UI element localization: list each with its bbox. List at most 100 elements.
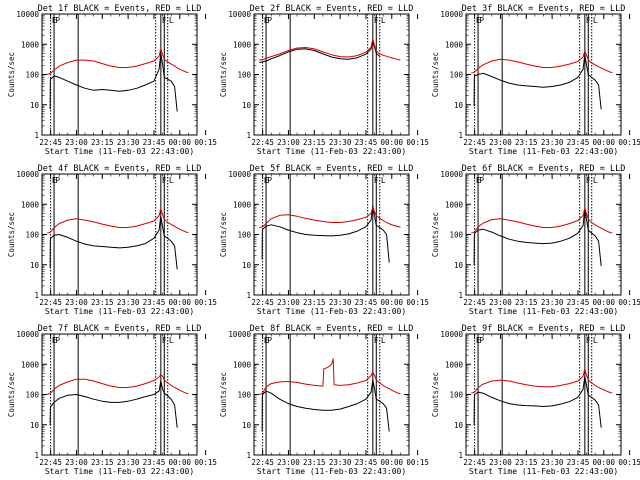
- x-tick-label: 22:45: [463, 138, 486, 147]
- x-tick-label: 00:00: [168, 138, 191, 147]
- y-tick-label: 1: [458, 291, 463, 300]
- x-tick-label: 00:15: [194, 298, 217, 307]
- interval-marker-l: L: [169, 336, 174, 345]
- detector-panel-2: Det 2f BLACK = Events, RED = LLD 1 10 100 10…: [219, 4, 429, 156]
- y-axis-label: Counts/sec: [7, 52, 16, 97]
- panel-title: Det 1f BLACK = Events, RED = LLD: [38, 4, 202, 14]
- x-tick-label: 23:45: [143, 298, 166, 307]
- detector-panel-1: Det 1f BLACK = Events, RED = LLD 1 10 100 10…: [7, 4, 217, 156]
- x-tick-label: 00:15: [406, 458, 429, 467]
- x-tick-label: 23:00: [65, 298, 88, 307]
- plot-frame: [465, 13, 622, 136]
- x-axis-label: Start Time (11-Feb-03 22:43:00): [257, 467, 406, 476]
- y-tick-label: 10000: [16, 10, 39, 19]
- interval-marker-e: E: [476, 16, 481, 25]
- plot-frame: [253, 173, 410, 296]
- y-tick-label: 100: [25, 71, 39, 80]
- interval-marker-l: L: [593, 16, 598, 25]
- interval-marker-p: P: [479, 176, 484, 185]
- events-series-line: [49, 380, 178, 428]
- x-axis-label: Start Time (11-Feb-03 22:43:00): [469, 307, 618, 316]
- interval-marker-l: L: [593, 336, 598, 345]
- y-tick-label: 100: [25, 391, 39, 400]
- interval-marker-p: P: [267, 16, 272, 25]
- y-tick-label: 1000: [445, 200, 464, 209]
- interval-marker-f: F: [586, 16, 591, 25]
- interval-marker-l: L: [169, 16, 174, 25]
- x-tick-label: 23:45: [567, 298, 590, 307]
- y-tick-label: 10: [30, 261, 40, 270]
- x-tick-label: 23:45: [567, 458, 590, 467]
- y-tick-label: 1: [458, 131, 463, 140]
- x-tick-label: 22:45: [251, 138, 274, 147]
- interval-marker-f: F: [374, 16, 379, 25]
- x-tick-label: 23:30: [329, 298, 352, 307]
- y-axis-label: Counts/sec: [431, 52, 440, 97]
- x-tick-label: 23:15: [91, 458, 114, 467]
- x-axis-label: Start Time (11-Feb-03 22:43:00): [469, 467, 618, 476]
- y-axis-label: Counts/sec: [7, 212, 16, 257]
- events-series-line: [473, 375, 602, 428]
- interval-marker-f: F: [586, 336, 591, 345]
- lld-series-line: [471, 50, 613, 74]
- x-tick-label: 00:00: [168, 298, 191, 307]
- x-tick-label: 00:15: [406, 138, 429, 147]
- plot-frame: [253, 333, 410, 456]
- x-tick-label: 22:45: [251, 298, 274, 307]
- x-tick-label: 00:15: [618, 298, 640, 307]
- y-tick-label: 1: [34, 131, 39, 140]
- x-tick-label: 23:30: [541, 298, 564, 307]
- y-tick-label: 100: [449, 71, 463, 80]
- x-tick-label: 22:45: [463, 458, 486, 467]
- interval-marker-f: F: [162, 16, 167, 25]
- panel-title: Det 8f BLACK = Events, RED = LLD: [250, 324, 414, 334]
- interval-marker-f: F: [586, 176, 591, 185]
- events-series-line: [473, 54, 602, 110]
- y-tick-label: 10000: [440, 10, 463, 19]
- y-tick-label: 10000: [440, 170, 463, 179]
- detector-panel-4: Det 4f BLACK = Events, RED = LLD 1 10 100 10…: [7, 164, 217, 316]
- panel-title: Det 4f BLACK = Events, RED = LLD: [38, 164, 202, 174]
- plot-frame: [465, 173, 622, 296]
- panel-title: Det 5f BLACK = Events, RED = LLD: [250, 164, 414, 174]
- x-axis-label: Start Time (11-Feb-03 22:43:00): [45, 307, 194, 316]
- x-tick-label: 23:00: [277, 138, 300, 147]
- panel-title: Det 2f BLACK = Events, RED = LLD: [250, 4, 414, 14]
- x-tick-label: 23:00: [65, 458, 88, 467]
- x-tick-label: 00:00: [380, 298, 403, 307]
- y-tick-label: 1: [246, 451, 251, 460]
- panel-title: Det 7f BLACK = Events, RED = LLD: [38, 324, 202, 334]
- events-series-line: [49, 52, 178, 112]
- interval-marker-f: F: [374, 336, 379, 345]
- y-tick-label: 100: [449, 391, 463, 400]
- y-tick-label: 100: [237, 71, 251, 80]
- y-tick-label: 1000: [445, 40, 464, 49]
- y-tick-label: 1: [246, 131, 251, 140]
- x-tick-label: 23:45: [567, 138, 590, 147]
- x-tick-label: 00:00: [592, 298, 615, 307]
- detector-panel-7: Det 7f BLACK = Events, RED = LLD 1 10 100 10…: [7, 324, 217, 476]
- x-tick-label: 23:00: [277, 458, 300, 467]
- x-tick-label: 00:00: [592, 458, 615, 467]
- interval-marker-e: E: [476, 336, 481, 345]
- y-tick-label: 10: [454, 421, 464, 430]
- y-axis-label: Counts/sec: [7, 372, 16, 417]
- x-tick-label: 23:45: [355, 298, 378, 307]
- x-tick-label: 23:15: [303, 458, 326, 467]
- y-tick-label: 1000: [21, 40, 40, 49]
- x-axis-label: Start Time (11-Feb-03 22:43:00): [257, 147, 406, 156]
- interval-marker-p: P: [479, 336, 484, 345]
- plot-frame: [253, 13, 410, 136]
- interval-marker-e: E: [476, 176, 481, 185]
- interval-marker-p: P: [55, 176, 60, 185]
- x-tick-label: 23:45: [355, 458, 378, 467]
- x-tick-label: 23:45: [355, 138, 378, 147]
- interval-marker-l: L: [381, 336, 386, 345]
- y-tick-label: 10000: [228, 10, 251, 19]
- y-tick-label: 10000: [228, 330, 251, 339]
- events-series-line: [261, 205, 390, 263]
- interval-marker-p: P: [267, 176, 272, 185]
- detector-panel-3: Det 3f BLACK = Events, RED = LLD 1 10 100 10…: [431, 4, 640, 156]
- x-tick-label: 23:15: [515, 458, 538, 467]
- y-tick-label: 10: [454, 101, 464, 110]
